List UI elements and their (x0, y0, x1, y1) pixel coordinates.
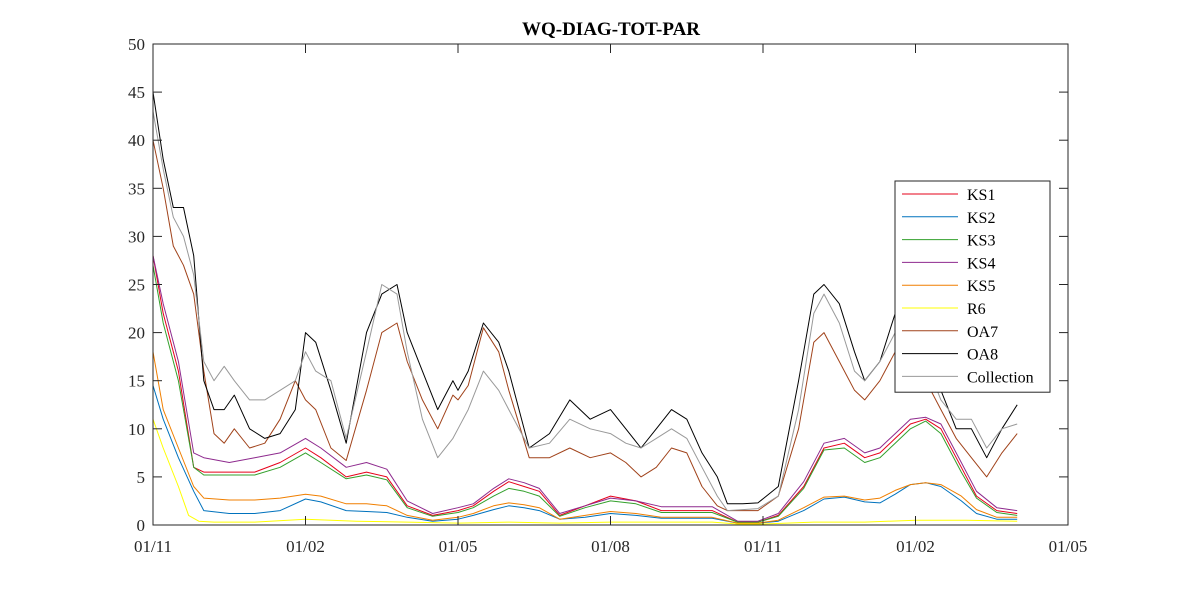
x-tick-label: 01/08 (591, 537, 630, 556)
series-layer (152, 92, 1018, 525)
legend-label: KS4 (967, 255, 995, 272)
legend-label: OA8 (967, 347, 998, 364)
legend-label: R6 (967, 301, 986, 318)
y-tick-label: 30 (128, 227, 145, 246)
y-tick-label: 35 (128, 179, 145, 198)
y-tick-label: 5 (137, 468, 146, 487)
legend-label: KS5 (967, 278, 995, 295)
series-line-oa7 (152, 140, 1018, 512)
series-line-ks2 (152, 385, 1018, 524)
series-line-ks4 (152, 255, 1018, 522)
x-tick-label: 01/05 (439, 537, 478, 556)
y-tick-label: 20 (128, 324, 145, 343)
x-tick-label: 01/11 (744, 537, 782, 556)
legend-label: OA7 (967, 324, 998, 341)
y-tick-label: 10 (128, 420, 145, 439)
x-tick-label: 01/02 (286, 537, 325, 556)
series-line-ks3 (152, 265, 1018, 523)
y-tick-label: 0 (137, 516, 146, 535)
x-tick-label: 01/11 (134, 537, 172, 556)
legend-label: Collection (967, 369, 1034, 386)
series-line-ks1 (152, 255, 1018, 523)
chart-title: WQ-DIAG-TOT-PAR (522, 19, 700, 40)
ticks-layer: 0 5 10 15 20 25 30 35 40 45 50 01/11 01/02 01/05 01/08… (128, 35, 1087, 556)
y-tick-label: 40 (128, 131, 145, 150)
legend: KS1 KS2 KS3 KS4 KS5 R6 OA7 OA8 Collection (894, 180, 1051, 393)
legend-label: KS3 (967, 233, 995, 250)
y-tick-label: 15 (128, 372, 145, 391)
series-line-r6 (152, 419, 1018, 525)
x-tick-label: 01/02 (896, 537, 935, 556)
legend-box (894, 180, 1051, 393)
legend-label: KS2 (967, 210, 995, 227)
y-tick-label: 25 (128, 276, 145, 295)
y-tick-label: 50 (128, 35, 145, 54)
y-tick-label: 45 (128, 83, 145, 102)
x-tick-label: 01/05 (1049, 537, 1088, 556)
series-line-ks5 (152, 351, 1018, 524)
legend-label: KS1 (967, 187, 995, 204)
series-line-collection (152, 111, 1018, 512)
